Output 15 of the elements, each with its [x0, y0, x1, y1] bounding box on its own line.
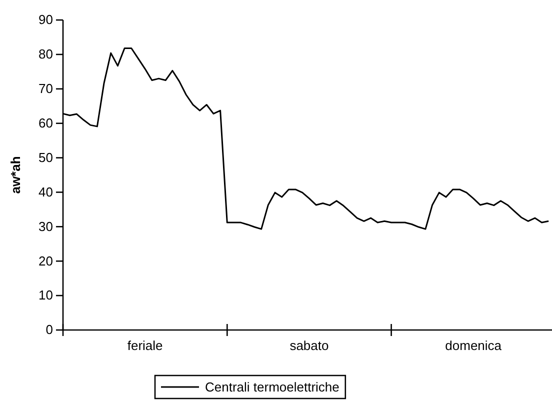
y-tick-label: 80 [38, 46, 53, 62]
y-tick-label: 20 [38, 253, 53, 268]
y-axis-title: aw*ah [8, 156, 23, 194]
y-tick-label: 10 [38, 288, 53, 303]
y-tick-label: 0 [46, 322, 53, 338]
y-tick-label: 70 [38, 81, 53, 96]
legend-label: Centrali termoelettriche [205, 380, 340, 394]
y-tick-label: 40 [38, 184, 53, 200]
x-tick-label: sabato [290, 338, 329, 353]
x-tick-label: domenica [445, 338, 502, 353]
y-tick-label: 30 [38, 218, 53, 234]
y-tick-label: 50 [38, 150, 53, 165]
x-tick-label: feriale [127, 338, 163, 353]
y-tick-label: 60 [38, 115, 53, 130]
y-tick-label: 90 [38, 12, 53, 28]
